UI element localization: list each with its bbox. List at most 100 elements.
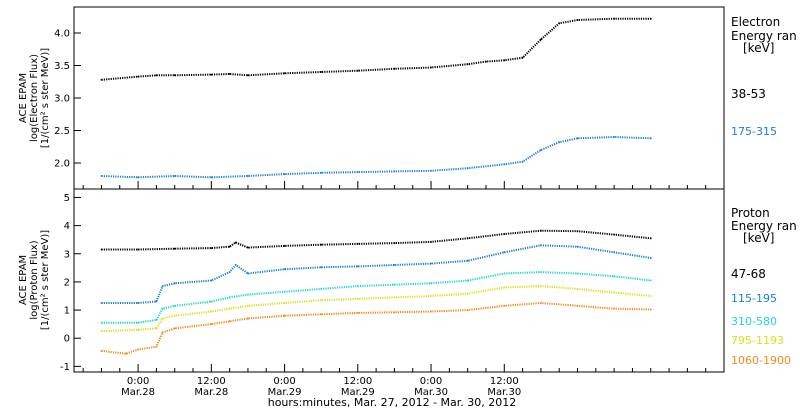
proton-ytick-label-3: 2 bbox=[64, 277, 70, 288]
proton-series-4-point-1 bbox=[125, 352, 127, 355]
electron-ytick-label-2: 3.0 bbox=[54, 94, 70, 105]
proton-series-3-point-18 bbox=[649, 295, 652, 297]
proton-series-3-point-12 bbox=[430, 295, 432, 297]
proton-series-0-point-11 bbox=[430, 241, 432, 243]
proton-series-4-point-6 bbox=[210, 323, 213, 325]
electron-series-1-point-7 bbox=[356, 171, 359, 174]
proton-series-1-point-5 bbox=[210, 279, 213, 282]
electron-series-0 bbox=[101, 17, 651, 81]
proton-series-2-point-6 bbox=[228, 296, 231, 299]
proton-ytick-label-6: 5 bbox=[64, 193, 70, 204]
proton-series-4-point-13 bbox=[430, 310, 432, 313]
proton-ylabel-line2: log(Proton Flux) bbox=[29, 240, 40, 319]
proton-series-0-point-16 bbox=[613, 233, 615, 236]
electron-legend: Electron Energy ran [keV] 38-53 175-315 bbox=[731, 15, 797, 138]
proton-series-1-point-10 bbox=[320, 266, 323, 269]
electron-series-1-point-16 bbox=[613, 136, 615, 138]
legend-proton-115-195: 115-195 bbox=[731, 292, 777, 305]
proton-legend-title-1: Proton bbox=[731, 206, 770, 220]
proton-series-4-point-7 bbox=[228, 320, 231, 323]
proton-series-2-point-1 bbox=[137, 321, 140, 324]
proton-legend-title-3: [keV] bbox=[743, 231, 774, 245]
legend-electron-175-315: 175-315 bbox=[731, 125, 777, 138]
proton-series-2-point-10 bbox=[356, 285, 359, 287]
proton-series-1-point-9 bbox=[283, 268, 286, 271]
proton-series-3-point-2 bbox=[155, 327, 158, 330]
proton-series-4-point-11 bbox=[356, 312, 359, 314]
proton-series-1-point-15 bbox=[503, 251, 506, 254]
electron-series-1-point-15 bbox=[576, 137, 579, 140]
proton-series-1-point-7 bbox=[234, 264, 237, 266]
electron-ylabel-line3: [1/(cm² s ster MeV)] bbox=[40, 48, 51, 148]
proton-series-0-point-12 bbox=[466, 237, 469, 240]
proton-series-3-point-8 bbox=[283, 302, 286, 304]
proton-series-2-point-11 bbox=[393, 283, 396, 286]
proton-series-1-point-17 bbox=[576, 245, 579, 248]
proton-plot-area bbox=[100, 229, 652, 355]
proton-series-1-point-6 bbox=[228, 271, 231, 273]
proton-series-3-point-0 bbox=[100, 330, 103, 333]
proton-legend-title-2: Energy ran bbox=[731, 219, 797, 233]
electron-series-1-point-8 bbox=[393, 170, 396, 173]
proton-series-1-point-11 bbox=[356, 265, 359, 268]
proton-series-2-point-3 bbox=[161, 307, 164, 310]
proton-series-1-point-3 bbox=[161, 285, 164, 287]
proton-series-0-point-3 bbox=[210, 247, 213, 250]
electron-series-1-point-1 bbox=[137, 176, 140, 179]
electron-series-1-point-13 bbox=[540, 149, 542, 151]
proton-series-2-point-12 bbox=[430, 282, 432, 285]
proton-series-3-point-6 bbox=[228, 307, 231, 310]
proton-series-3-point-7 bbox=[247, 304, 249, 307]
proton-series-1-point-16 bbox=[540, 244, 542, 247]
proton-series-4-point-15 bbox=[503, 304, 506, 307]
electron-series-1-point-2 bbox=[173, 175, 176, 177]
electron-ytick-label-1: 2.5 bbox=[54, 126, 70, 137]
proton-series-2-point-18 bbox=[649, 279, 652, 282]
proton-series-0-point-15 bbox=[576, 230, 579, 233]
electron-y-axis-label: ACE EPAM log(Electron Flux) [1/(cm² s st… bbox=[18, 48, 51, 148]
proton-series-3-point-16 bbox=[576, 288, 579, 290]
proton-series-0-point-4 bbox=[228, 245, 231, 248]
legend-electron-38-53: 38-53 bbox=[731, 87, 766, 101]
time-x-axis: 0:00Mar.2812:00Mar.280:00Mar.2912:00Mar.… bbox=[82, 181, 707, 398]
electron-series-0-point-10 bbox=[393, 67, 396, 70]
proton-series-3-point-5 bbox=[210, 310, 213, 313]
proton-series-0-point-8 bbox=[320, 243, 323, 246]
proton-series-3 bbox=[101, 285, 651, 333]
electron-series-0-point-3 bbox=[173, 74, 176, 77]
proton-series-3-point-17 bbox=[613, 291, 615, 294]
proton-series-1-point-13 bbox=[430, 262, 432, 265]
proton-series-2-point-16 bbox=[576, 272, 579, 275]
electron-series-1-point-5 bbox=[283, 173, 286, 176]
proton-series-2-point-13 bbox=[466, 279, 469, 282]
electron-ylabel-line1: ACE EPAM bbox=[18, 73, 29, 123]
electron-series-1-point-10 bbox=[466, 167, 469, 170]
electron-series-0-point-14 bbox=[503, 59, 506, 62]
proton-series-2-point-14 bbox=[503, 272, 506, 275]
proton-series-4-point-4 bbox=[161, 331, 164, 334]
electron-series-1-point-6 bbox=[320, 171, 323, 174]
proton-series-3-point-3 bbox=[161, 317, 164, 320]
proton-series-1-point-8 bbox=[247, 272, 249, 275]
proton-series-2-point-17 bbox=[613, 275, 615, 278]
x-tick-date-2: Mar.29 bbox=[268, 387, 302, 398]
electron-series-0-point-4 bbox=[210, 73, 213, 76]
proton-series-1-point-2 bbox=[155, 300, 158, 303]
proton-series-2-point-2 bbox=[155, 319, 158, 321]
electron-series-0-point-9 bbox=[356, 69, 359, 72]
electron-series-0-point-20 bbox=[649, 17, 652, 20]
proton-series-1 bbox=[101, 244, 651, 304]
proton-series-3-point-9 bbox=[320, 299, 323, 302]
x-tick-time-2: 0:00 bbox=[273, 376, 295, 387]
proton-series-2-point-0 bbox=[100, 321, 103, 324]
proton-series-4-point-8 bbox=[247, 317, 249, 320]
proton-series-4-point-0 bbox=[100, 350, 103, 352]
proton-series-0-point-14 bbox=[540, 229, 542, 232]
proton-series-4-point-12 bbox=[393, 311, 396, 314]
proton-series-4-point-16 bbox=[540, 302, 542, 304]
electron-series-1-point-9 bbox=[430, 169, 432, 172]
proton-series-3-point-11 bbox=[393, 296, 396, 299]
proton-series-0-point-0 bbox=[100, 248, 103, 251]
electron-series-1-point-3 bbox=[210, 176, 213, 179]
